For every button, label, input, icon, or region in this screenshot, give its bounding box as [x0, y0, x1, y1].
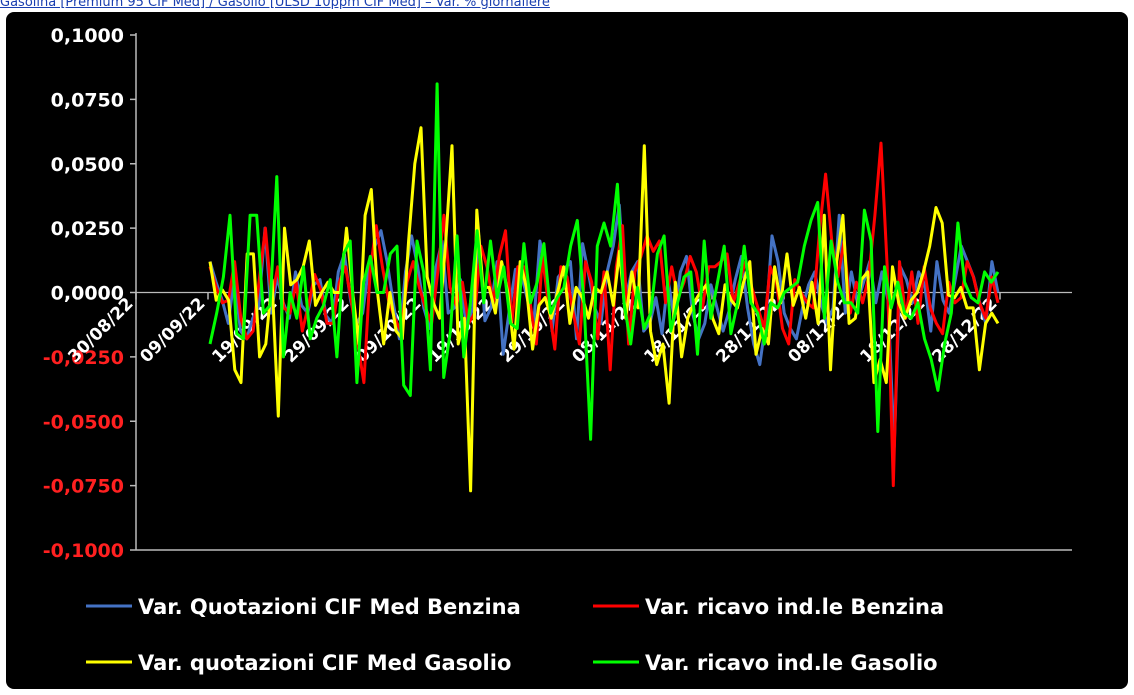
plot-lines [208, 82, 1000, 493]
y-axis: 0,1000 0,0750 0,0500 0,0250 0,0000 -0,0250 -0,… [43, 25, 136, 562]
y-tick-label: -0,1000 [43, 540, 124, 562]
y-tick-label: 0,0000 [51, 283, 124, 305]
y-tick-label: 0,0750 [51, 89, 124, 111]
legend: Var. Quotazioni CIF Med Benzina Var. rica… [86, 595, 944, 675]
line-chart: 0,1000 0,0750 0,0500 0,0250 0,0000 -0,0250 -0,… [43, 25, 1072, 675]
legend-label: Var. ricavo ind.le Gasolio [645, 651, 938, 675]
chart-area: 0,1000 0,0750 0,0500 0,0250 0,0000 -0,0250 -0,… [6, 12, 1128, 689]
y-tick-label: -0,0750 [43, 476, 124, 498]
y-tick-label: -0,0250 [43, 347, 124, 369]
y-tick-label: 0,1000 [51, 25, 124, 47]
legend-label: Var. quotazioni CIF Med Gasolio [138, 651, 511, 675]
series-line-4 [208, 82, 1000, 441]
y-tick-label: 0,0250 [51, 218, 124, 240]
x-tick-label: 09/09/22 [136, 294, 209, 367]
top-caption: Gasolina [Premium 95 CIF Med] / Gasolio … [0, 0, 550, 10]
legend-label: Var. ricavo ind.le Benzina [645, 595, 944, 619]
y-tick-label: 0,0500 [51, 154, 124, 176]
y-tick-label: -0,0500 [43, 411, 124, 433]
legend-label: Var. Quotazioni CIF Med Benzina [138, 595, 521, 619]
